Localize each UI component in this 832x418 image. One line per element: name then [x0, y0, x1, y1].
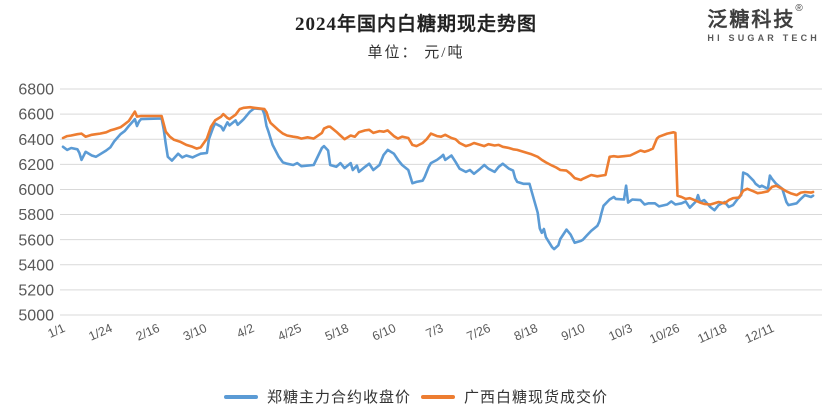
x-tick-label: 1/1 — [46, 321, 68, 341]
x-tick-label: 4/2 — [235, 321, 257, 341]
y-tick-label: 5800 — [18, 207, 54, 224]
x-tick-label: 9/10 — [559, 321, 587, 344]
x-tick-label: 1/24 — [87, 321, 115, 344]
legend-item-futures: 郑糖主力合约收盘价 — [223, 386, 411, 407]
y-tick-label: 6400 — [18, 132, 54, 149]
y-tick-label: 5400 — [18, 257, 54, 274]
x-tick-label: 3/10 — [181, 321, 209, 344]
legend-label-futures: 郑糖主力合约收盘价 — [266, 390, 411, 406]
logo-name: 泛糖科技 — [707, 9, 796, 31]
chart-title: 2024年国内白糖期现走势图 — [294, 14, 537, 35]
legend-item-spot: 广西白糖现货成交价 — [421, 386, 608, 407]
x-tick-label: 6/10 — [370, 321, 398, 344]
series-line-0 — [61, 107, 815, 251]
x-tick-label: 10/3 — [606, 321, 634, 344]
chart-unit-subtitle: 单位： 元/吨 — [367, 45, 465, 61]
y-tick-label: 5200 — [18, 282, 54, 299]
logo-tagline: HI SUGAR TECH — [707, 33, 820, 43]
chart-legend: 郑糖主力合约收盘价 广西白糖现货成交价 — [0, 386, 832, 407]
x-tick-label: 12/11 — [743, 321, 776, 346]
hi-sugar-tech-logo: 泛糖科技® HI SUGAR TECH — [707, 4, 820, 43]
legend-label-spot: 广西白糖现货成交价 — [464, 390, 609, 406]
x-tick-label: 2/16 — [134, 321, 162, 344]
futures-line-swatch — [223, 394, 258, 399]
x-tick-label: 7/26 — [465, 321, 493, 344]
x-tick-label: 10/26 — [647, 321, 681, 347]
series-line-1 — [61, 105, 815, 206]
x-tick-label: 4/25 — [276, 321, 304, 344]
y-tick-label: 6600 — [18, 107, 54, 124]
y-tick-label: 5000 — [18, 308, 54, 325]
spot-line-swatch — [421, 394, 455, 399]
registered-trademark-icon: ® — [795, 3, 803, 14]
y-tick-label: 5600 — [18, 232, 54, 249]
x-tick-label: 8/18 — [512, 321, 540, 344]
y-tick-label: 6800 — [18, 82, 54, 99]
y-tick-label: 6200 — [18, 157, 54, 174]
x-tick-label: 5/18 — [323, 321, 351, 344]
x-tick-label: 11/18 — [696, 321, 729, 346]
x-tick-label: 7/3 — [424, 321, 446, 341]
y-tick-label: 6000 — [18, 182, 54, 199]
